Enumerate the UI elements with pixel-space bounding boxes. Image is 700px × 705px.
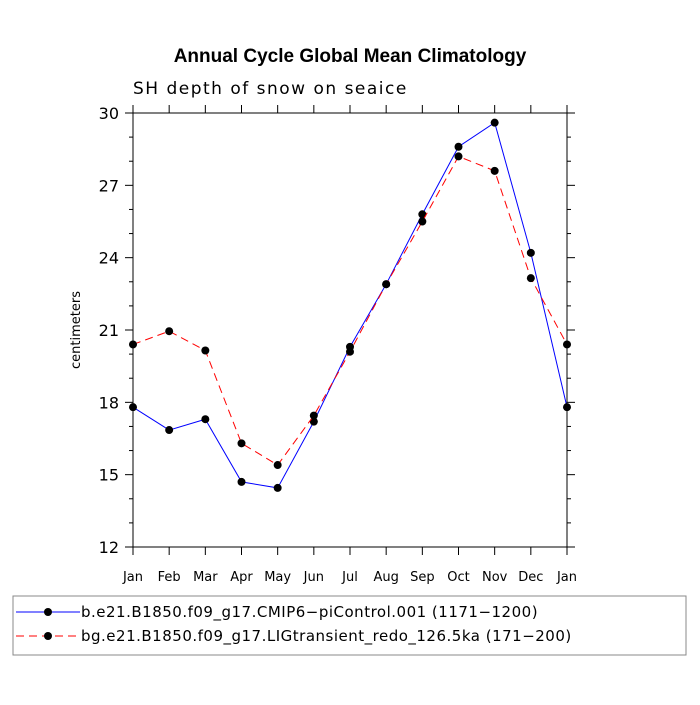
- series-2-point: [346, 347, 354, 356]
- chart-title: Annual Cycle Global Mean Climatology: [174, 46, 527, 67]
- legend: b.e21.B1850.f09_g17.CMIP6−piControl.001 …: [12, 595, 687, 656]
- series-2-point: [309, 411, 318, 420]
- x-tick-label: Oct: [447, 570, 469, 585]
- y-tick-label: 24: [99, 249, 119, 268]
- x-tick-label: Jul: [341, 570, 358, 585]
- x-tick-label: Jan: [556, 570, 577, 585]
- series-2-point: [563, 340, 571, 349]
- x-tick-label: Jan: [122, 570, 143, 585]
- y-tick-label: 30: [99, 104, 119, 123]
- series-1-point: [454, 142, 463, 151]
- series-1-point: [201, 415, 210, 424]
- x-tick-label: May: [264, 570, 291, 585]
- x-tick-label: Jun: [303, 570, 324, 585]
- series-1-point: [237, 477, 246, 486]
- chart-subtitle: SH depth of snow on seaice: [133, 79, 408, 99]
- x-tick-label: Dec: [518, 570, 543, 585]
- y-tick-label: 15: [99, 466, 119, 485]
- series-2-point: [165, 327, 174, 336]
- series-1-point: [273, 483, 282, 492]
- series-1-point: [526, 248, 535, 257]
- legend-marker-2: [44, 632, 52, 640]
- x-tick-label: Aug: [373, 570, 398, 585]
- x-tick-label: Sep: [410, 570, 435, 585]
- series-2-point: [201, 346, 210, 355]
- series-line-2: [132, 155, 568, 466]
- y-axis-label: centimeters: [69, 291, 84, 369]
- y-tick-label: 21: [99, 321, 119, 340]
- series-1-point: [165, 426, 174, 435]
- series-1-point: [563, 403, 571, 412]
- series-2-point: [129, 340, 137, 349]
- x-tick-label: Apr: [230, 570, 253, 585]
- series-1-point: [490, 118, 499, 127]
- x-tick-label: Mar: [193, 570, 218, 585]
- legend-box: [12, 595, 687, 656]
- series-2-point: [237, 439, 246, 448]
- series-1-point: [309, 417, 318, 426]
- y-tick-label: 18: [99, 393, 119, 412]
- series-2-point: [490, 166, 499, 175]
- legend-label-2: bg.e21.B1850.f09_g17.LIGtransient_redo_1…: [81, 627, 572, 646]
- y-tick-label: 12: [99, 538, 119, 557]
- axes-layer: 12 15 18 21 24 27 30 Jan Feb Mar Apr May Jun Jul Aug Se…: [99, 104, 577, 585]
- y-tick-label: 27: [99, 176, 119, 195]
- plot-frame: [132, 112, 568, 548]
- series-2-point: [273, 461, 282, 470]
- series-layer: [129, 118, 571, 492]
- series-1-point: [418, 210, 427, 219]
- series-line-1: [132, 121, 568, 489]
- series-2-point: [454, 152, 463, 161]
- series-2-point: [382, 280, 391, 289]
- legend-marker-1: [44, 608, 52, 616]
- legend-label-1: b.e21.B1850.f09_g17.CMIP6−piControl.001 …: [81, 603, 538, 622]
- x-tick-label: Nov: [482, 570, 508, 585]
- x-tick-label: Feb: [158, 570, 181, 585]
- series-2-point: [526, 274, 535, 283]
- series-2-point: [418, 217, 427, 226]
- series-1-point: [129, 403, 137, 412]
